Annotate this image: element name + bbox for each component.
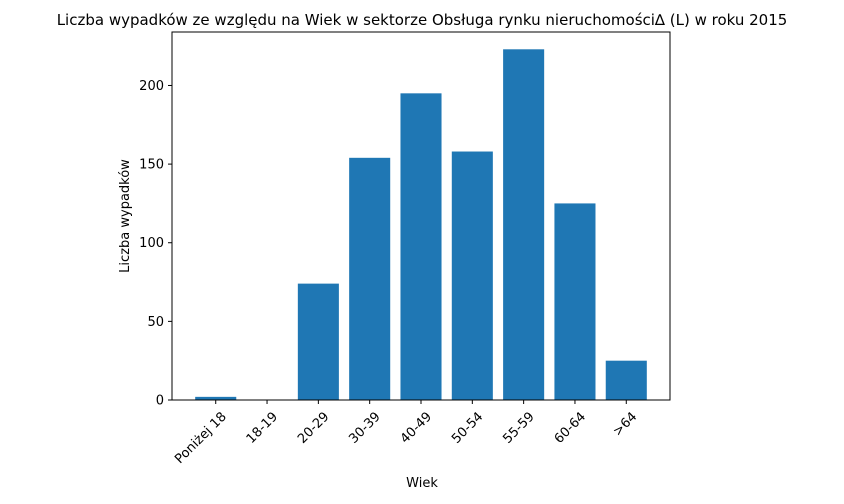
bar-Poniżej 18	[195, 396, 237, 400]
x-tick-label: 20-29	[295, 409, 332, 446]
bar-20-29	[297, 283, 339, 400]
bar-30-39	[349, 157, 391, 400]
y-tick-label: 100	[139, 236, 164, 251]
y-tick-label: 50	[147, 315, 164, 330]
x-tick-label: 60-64	[552, 409, 589, 446]
bar-55-59	[503, 49, 545, 401]
bars-group	[195, 49, 647, 401]
y-tick-label: 200	[139, 79, 164, 94]
x-tick-label: 55-59	[500, 409, 537, 446]
x-tick-label: Poniżej 18	[172, 409, 229, 466]
x-tick-label: 40-49	[398, 409, 435, 446]
x-axis-ticks: Poniżej 18 18-19 20-29 30-39 40-49 50-54 55-59…	[172, 400, 640, 467]
y-axis-label: Liczba wypadków	[118, 159, 133, 273]
x-tick-label: 18-19	[244, 409, 281, 446]
chart-title: Liczba wypadków ze względu na Wiek w sek…	[57, 11, 788, 29]
bar-40-49	[400, 93, 442, 400]
y-axis-ticks: 0 50 100 150 200	[139, 79, 172, 409]
x-tick-label: >64	[610, 409, 640, 439]
plot-frame	[171, 31, 671, 401]
x-tick-label: 30-39	[346, 409, 383, 446]
y-tick-label: 0	[156, 394, 164, 409]
bar-60-64	[554, 203, 596, 400]
bar->64	[605, 360, 647, 400]
x-axis-label: Wiek	[406, 476, 438, 491]
y-tick-label: 150	[139, 158, 164, 173]
x-tick-label: 50-54	[449, 409, 486, 446]
bar-50-54	[451, 151, 493, 400]
